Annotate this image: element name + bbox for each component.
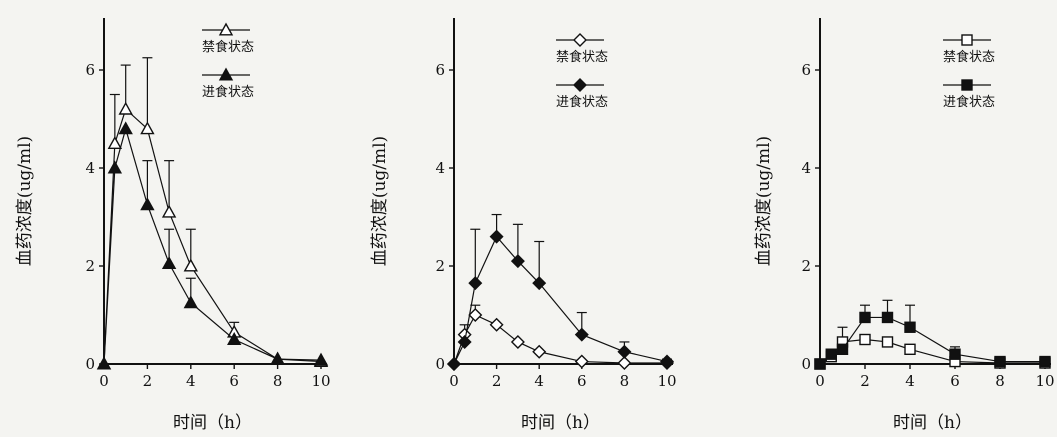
data-point [109,138,121,149]
y-tick-label: 4 [801,159,811,177]
data-point [883,312,893,322]
legend-marker [962,80,972,90]
series-square-open [815,327,1050,369]
data-point [120,103,132,114]
y-axis-title: 血药浓度(ug/ml) [754,136,774,266]
data-point [905,322,915,332]
y-tick-label: 2 [801,257,811,275]
series-line [454,237,667,364]
y-tick-label: 6 [435,61,445,79]
x-tick-label: 4 [534,372,544,390]
data-point [512,336,524,348]
data-point [469,277,481,289]
series-line [104,129,321,364]
data-point [1040,357,1050,367]
series-triangle-filled [98,123,327,369]
legend-entry: 进食状态 [943,80,995,110]
data-point [883,337,893,347]
data-point [995,357,1005,367]
series-line [454,315,667,364]
data-point [185,260,197,271]
data-point [618,346,630,358]
y-axis-title: 血药浓度(ug/ml) [15,136,35,266]
x-tick-label: 4 [186,372,196,390]
x-tick-label: 8 [995,372,1005,390]
x-tick-label: 10 [311,372,330,390]
y-tick-label: 0 [801,355,811,373]
data-point [815,359,825,369]
data-point [272,353,284,364]
y-tick-label: 4 [85,159,95,177]
y-tick-label: 4 [435,159,445,177]
data-point [950,349,960,359]
legend-marker [574,34,586,46]
x-tick-label: 8 [273,372,283,390]
x-tick-label: 6 [950,372,960,390]
x-axis-title: 时间（h） [893,413,972,433]
legend-label: 禁食状态 [943,49,995,65]
legend-label: 禁食状态 [556,49,608,65]
series-diamond-filled [448,215,673,370]
legend-label: 进食状态 [556,94,608,110]
data-point [838,344,848,354]
legend-marker [574,79,586,91]
data-point [185,297,197,308]
legend-entry: 禁食状态 [556,34,608,65]
data-point [163,258,175,269]
legend-entry: 进食状态 [202,69,254,100]
data-point [141,199,153,210]
data-point [860,312,870,322]
y-axis-title: 血药浓度(ug/ml) [370,136,390,266]
x-axis-title: 时间（h） [521,413,600,433]
data-point [826,349,836,359]
legend-label: 进食状态 [202,84,254,100]
data-point [109,162,121,173]
x-tick-label: 0 [99,372,109,390]
x-tick-label: 2 [492,372,502,390]
data-point [576,356,588,368]
data-point [860,335,870,345]
data-point [448,358,460,370]
x-tick-label: 0 [815,372,825,390]
series-line [104,109,321,364]
series-triangle-open [98,58,327,369]
y-tick-label: 0 [85,355,95,373]
series-square-filled [815,300,1050,369]
y-tick-label: 2 [85,257,95,275]
data-point [469,309,481,321]
x-tick-label: 10 [657,372,676,390]
data-point [533,346,545,358]
x-tick-label: 2 [143,372,153,390]
x-axis-title: 时间（h） [173,413,252,433]
x-tick-label: 6 [577,372,587,390]
legend-entry: 禁食状态 [202,24,254,55]
legend-marker [962,35,972,45]
data-point [163,206,175,217]
x-tick-label: 4 [905,372,915,390]
legend-entry: 进食状态 [556,79,608,110]
x-tick-label: 6 [229,372,239,390]
y-tick-label: 6 [801,61,811,79]
x-tick-label: 2 [860,372,870,390]
x-tick-label: 8 [620,372,630,390]
y-tick-label: 0 [435,355,445,373]
series-diamond-open [448,305,673,370]
x-tick-label: 0 [449,372,459,390]
data-point [491,319,503,331]
legend-label: 禁食状态 [202,39,254,55]
y-tick-label: 2 [435,257,445,275]
series-line [820,340,1045,365]
x-tick-label: 10 [1035,372,1054,390]
legend-entry: 禁食状态 [943,35,995,65]
legend-label: 进食状态 [943,94,995,110]
data-point [905,344,915,354]
y-tick-label: 6 [85,61,95,79]
data-point [618,357,630,369]
